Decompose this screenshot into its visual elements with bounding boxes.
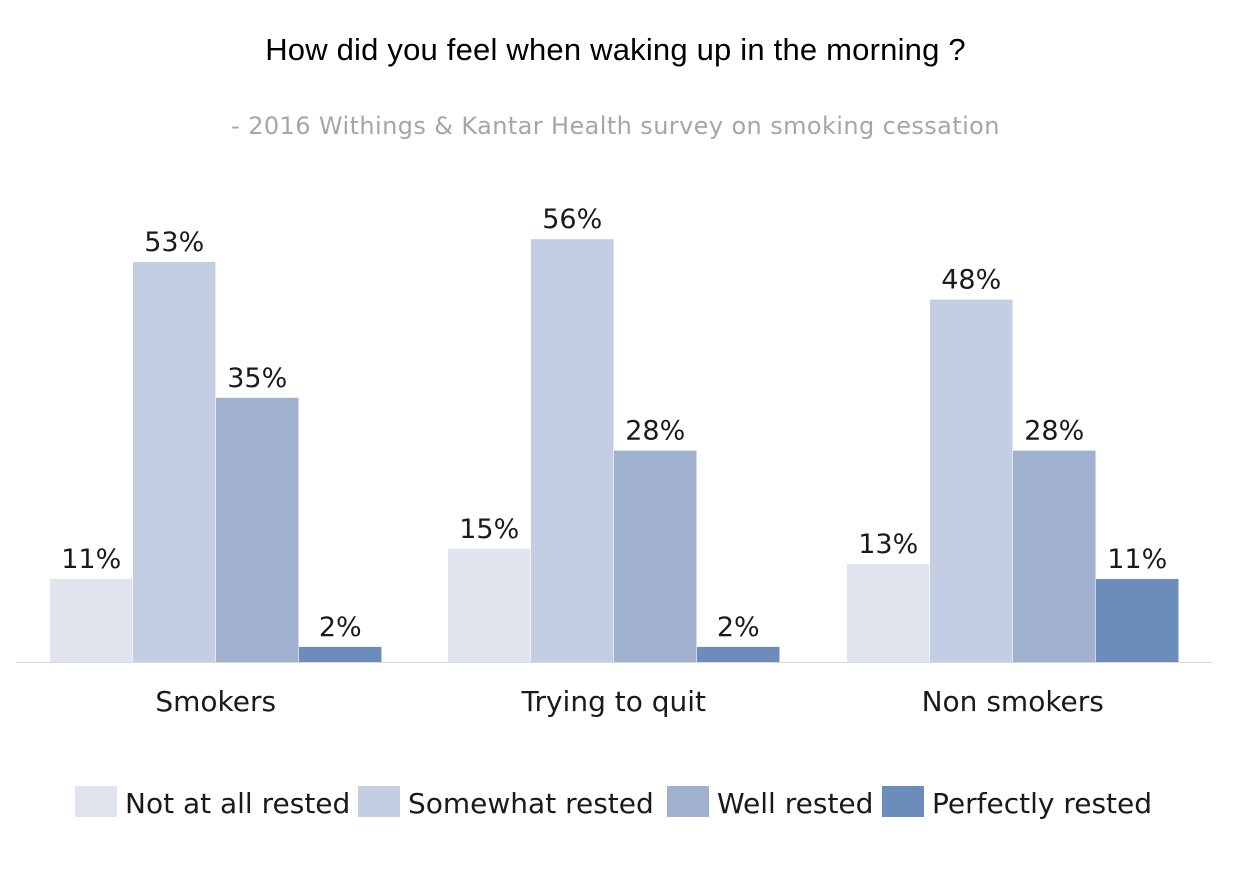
data-label: 13% — [858, 529, 918, 560]
legend-label: Somewhat rested — [408, 787, 654, 820]
data-label: 11% — [1107, 544, 1167, 575]
legend-swatch — [358, 786, 400, 817]
bar-well-rested — [614, 450, 697, 662]
legend-swatch — [882, 786, 924, 817]
chart-subtitle: - 2016 Withings & Kantar Health survey o… — [231, 112, 1000, 140]
data-label: 28% — [1024, 416, 1084, 447]
bar-somewhat-rested — [930, 299, 1013, 662]
bar-perfectly-rested — [697, 646, 780, 662]
data-label: 15% — [459, 514, 519, 545]
data-label: 53% — [144, 227, 204, 258]
bar-not-at-all-rested — [448, 548, 531, 662]
bar-well-rested — [1013, 450, 1096, 662]
data-label: 2% — [717, 612, 760, 643]
data-label: 2% — [319, 612, 362, 643]
chart-title: How did you feel when waking up in the m… — [265, 32, 966, 67]
legend-label: Well rested — [717, 787, 873, 820]
x-tick-label: Trying to quit — [520, 685, 706, 718]
data-label: 48% — [941, 265, 1001, 296]
bar-not-at-all-rested — [50, 578, 133, 662]
bar-somewhat-rested — [531, 239, 614, 662]
bar-well-rested — [216, 397, 299, 662]
data-label: 11% — [61, 544, 121, 575]
bar-perfectly-rested — [299, 646, 382, 662]
legend-label: Perfectly rested — [932, 787, 1152, 820]
legend-swatch — [75, 786, 117, 817]
data-label: 56% — [542, 204, 602, 235]
legend-label: Not at all rested — [125, 787, 350, 820]
x-tick-label: Non smokers — [922, 685, 1104, 718]
data-label: 28% — [625, 416, 685, 447]
bar-not-at-all-rested — [847, 563, 930, 662]
bar-somewhat-rested — [133, 261, 216, 662]
x-tick-label: Smokers — [155, 685, 276, 718]
data-label: 35% — [227, 363, 287, 394]
bar-perfectly-rested — [1096, 578, 1179, 662]
legend-swatch — [667, 786, 709, 817]
